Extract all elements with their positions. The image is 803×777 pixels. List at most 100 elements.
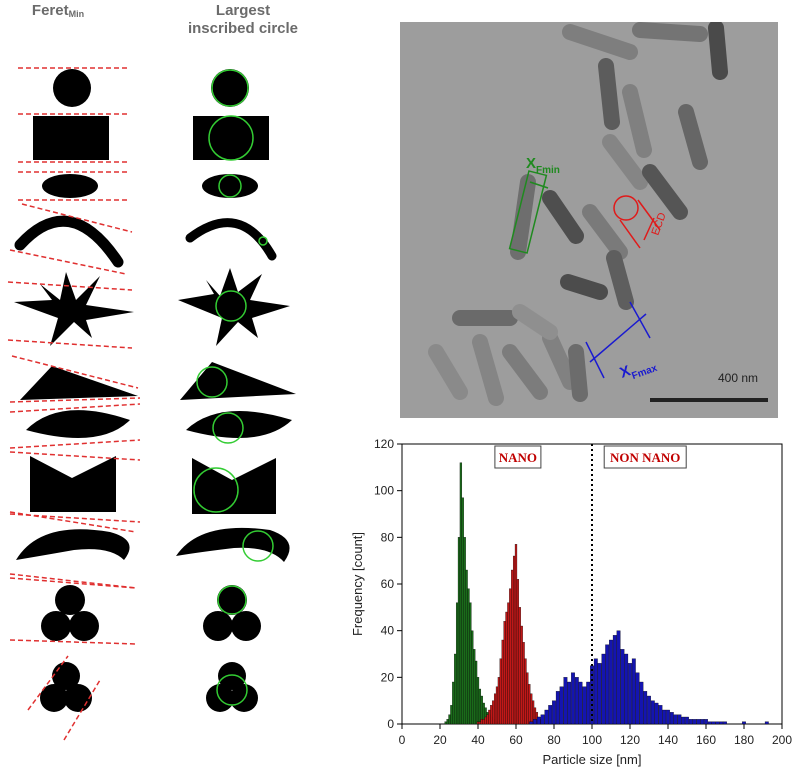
histogram-bar [528,684,531,725]
inscribed-circle [218,174,242,198]
inscribed-circle-column [176,69,296,712]
histogram-bar [450,705,453,725]
feret-trio-circle [40,684,68,712]
histogram-bar [563,677,568,725]
histogram-bar [643,691,648,725]
histogram-bar [681,716,686,725]
histogram-bar [488,709,491,725]
inscribed-trio-circle [203,611,233,641]
feret-line [63,679,101,741]
scale-bar [650,398,768,402]
annotation-box [494,445,542,469]
annotation-label: NON NANO [610,450,680,465]
x-tick-label: 180 [734,733,754,747]
feret-line [9,513,141,523]
histogram-bar [511,569,514,725]
inscribed-circle [215,290,247,322]
inscribed-circle [216,674,248,706]
histogram-bar [548,705,553,725]
histogram-bar [715,721,720,725]
histogram-bar [536,716,541,725]
histogram-bar [465,569,468,725]
y-tick-label: 40 [381,624,395,638]
histogram-bar [540,714,545,725]
histogram-bar [586,681,591,725]
histogram-bar [582,686,587,725]
histogram-bar [597,663,602,725]
nanorod [602,134,648,190]
histogram-bar [704,719,708,725]
histogram-bar [444,721,447,725]
annotation-label: NANO [499,450,537,465]
histogram-bar [463,537,466,725]
feret-line [7,339,133,349]
nanorod [708,22,728,80]
histogram-bar [495,686,499,725]
feret-line [9,249,127,275]
histogram-bar [631,658,636,725]
histogram-bar [461,497,464,725]
nanorod [568,344,588,402]
feret-min-column [7,67,141,741]
inscribed-triangle-shape [180,362,296,400]
histogram-bar [478,721,482,725]
feret-star-shape [14,272,134,346]
histogram-bar [707,721,712,725]
nanorod [472,334,504,406]
xfmax-tick [585,341,605,379]
feret-notch-shape [30,456,116,512]
inscribed-banana-shape [176,527,290,562]
histogram-bar [473,649,476,725]
histogram-bar [492,700,495,725]
nanorod [582,204,628,260]
xfmin-arrow [529,181,549,189]
nanorod [428,344,468,400]
histogram-bar [571,672,575,725]
histogram-bar [503,621,506,725]
histogram-bar [505,611,508,725]
inscribed-trio-circle [218,662,246,690]
histogram-bar [669,712,674,725]
histogram-bar [526,672,529,725]
histogram-bar [454,653,457,725]
histogram-bar [467,588,470,725]
feret-line [9,403,141,413]
histogram-bar [700,719,705,725]
nanorod [560,274,608,300]
x-tick-label: 140 [658,733,678,747]
feret-arc-shape [14,215,124,268]
histogram-bar [448,714,451,725]
histogram-bar [647,695,651,725]
histogram-bar [497,677,501,725]
histogram-bar [493,693,497,725]
inscribed-notch-shape [192,458,276,514]
histogram-bar [620,649,625,725]
histogram-bar [452,681,455,725]
feret-trio-circle [41,611,71,641]
histogram-bar [552,700,556,725]
histogram-bar [628,663,632,725]
histogram-bar [514,544,518,725]
histogram-bar [692,719,697,725]
tem-micrograph: XFmin ECD XFmax 400 nm [400,22,778,418]
histogram-bar [522,642,525,725]
nanorod [598,58,620,130]
inscribed-circle [242,530,274,562]
y-tick-label: 80 [381,530,395,544]
feret-line [9,439,141,449]
inscribed-rectangle-shape [193,116,269,160]
feret-trio-circle [55,585,85,615]
histogram-bar [742,721,746,725]
histogram-bar [474,660,478,725]
histogram-bar [711,721,716,725]
histogram-bar [719,721,724,725]
particle-size-histogram: 0 20 40 60 80 100 120 140 160 180 200 0 20 40 60 80 100 1… [350,437,792,767]
feret-line [9,511,137,533]
histogram-bar [559,686,564,725]
histogram-bar [612,635,617,725]
y-axis-label: Frequency [count] [350,532,365,636]
histogram-bar [486,714,489,725]
nanorod [502,344,548,400]
feret-triangle-shape [20,366,138,400]
histogram-bar [688,719,693,725]
